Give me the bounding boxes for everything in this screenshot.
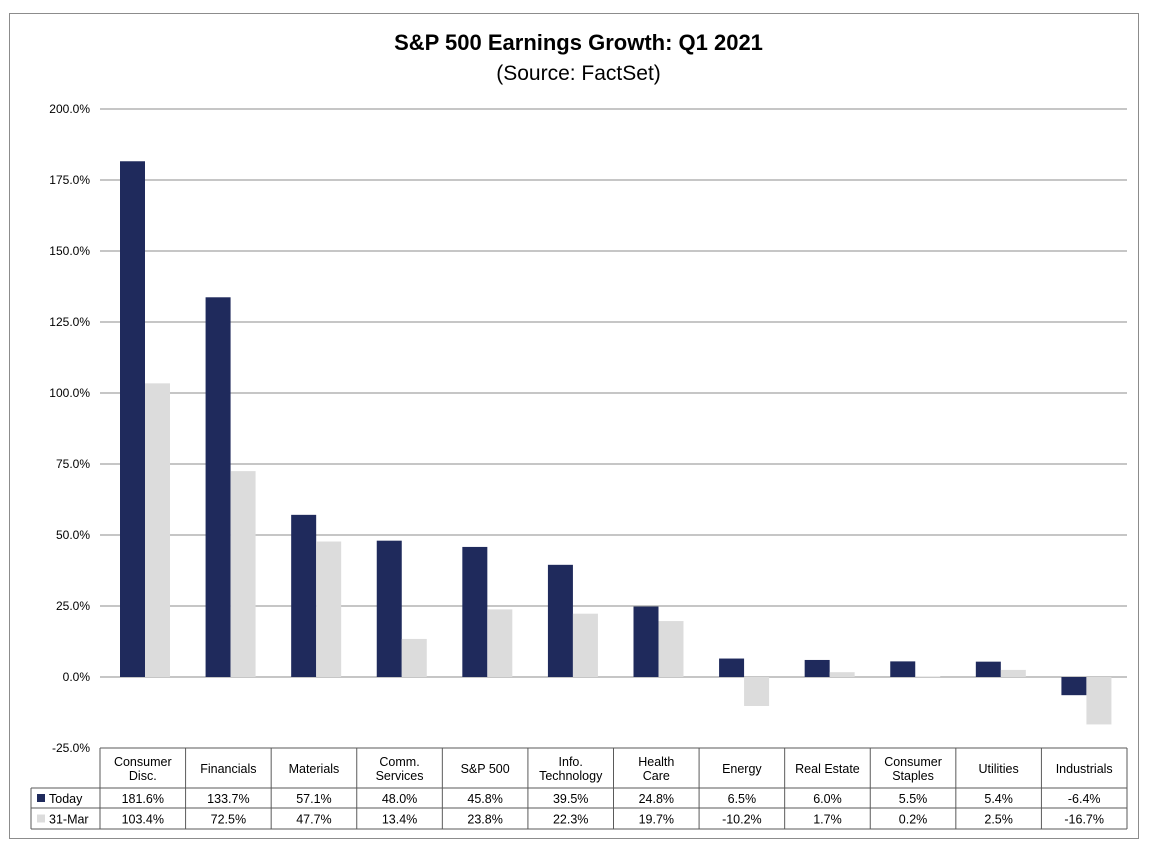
category-label: Materials [289,762,340,776]
bar-31-mar [915,676,941,678]
data-label: 47.7% [296,813,331,827]
bar-31-mar [658,621,684,677]
data-label: 23.8% [467,813,502,827]
y-tick-label: 175.0% [49,173,90,187]
data-label: 5.4% [984,792,1013,806]
data-label: 0.2% [899,813,928,827]
y-tick-label: 50.0% [56,528,90,542]
legend-label: 31-Mar [49,813,89,827]
chart-frame [9,13,1139,839]
data-label: 72.5% [211,813,246,827]
chart-subtitle: (Source: FactSet) [496,62,661,85]
data-label: 2.5% [984,813,1013,827]
bar-today [291,514,317,677]
data-label: -10.2% [722,813,762,827]
bar-today [890,661,916,677]
bar-today [719,658,745,677]
bar-today [1061,677,1087,696]
category-label: Services [376,769,424,783]
bar-31-mar [1000,669,1026,677]
data-label: -6.4% [1068,792,1101,806]
category-label: Info. [559,755,583,769]
bar-today [804,659,830,677]
bar-today [462,546,488,677]
y-tick-label: -25.0% [52,741,90,755]
bar-31-mar [401,638,427,677]
bar-31-mar [487,609,513,677]
data-label: 6.5% [728,792,757,806]
category-label: Care [643,769,670,783]
data-label: 22.3% [553,813,588,827]
data-label: 1.7% [813,813,842,827]
data-label: 19.7% [639,813,674,827]
y-axis-ticks: 200.0% 175.0% 150.0% 125.0% 100.0% 75.0% 50.0%… [49,102,90,755]
bar-31-mar [230,471,256,677]
y-tick-label: 150.0% [49,244,90,258]
data-label: 57.1% [296,792,331,806]
data-label: 6.0% [813,792,842,806]
data-label: 103.4% [122,813,164,827]
bar-31-mar [1086,677,1112,725]
data-label: 48.0% [382,792,417,806]
data-label: 13.4% [382,813,417,827]
data-label: -16.7% [1064,813,1104,827]
bar-31-mar [145,383,170,677]
bar-31-mar [316,541,342,677]
data-label: 24.8% [639,792,674,806]
bar-31-mar [829,672,855,677]
y-tick-label: 125.0% [49,315,90,329]
bar-today [547,564,573,677]
bar-today [205,297,231,677]
legend-key-31-mar [37,814,45,823]
bar-31-mar [744,677,770,706]
bar-today [975,661,1001,677]
y-tick-label: 0.0% [63,670,91,684]
category-label: Real Estate [795,762,860,776]
category-label: Comm. [379,755,419,769]
y-tick-label: 25.0% [56,599,90,613]
category-label: Financials [200,762,256,776]
data-label: 133.7% [207,792,249,806]
data-label: 181.6% [122,792,164,806]
bar-today [120,161,145,677]
bar-today [633,606,659,677]
category-label: Consumer [884,755,942,769]
category-label: Disc. [129,769,157,783]
bars [120,161,1112,725]
bar-today [376,540,402,677]
data-label: 39.5% [553,792,588,806]
legend-key-today [37,794,45,802]
category-label: Consumer [114,755,172,769]
bar-31-mar [572,613,598,677]
category-label: Energy [722,762,762,776]
y-tick-label: 200.0% [49,102,90,116]
y-tick-label: 75.0% [56,457,90,471]
category-label: Health [638,755,674,769]
category-label: Technology [539,769,603,783]
category-label: Staples [892,769,934,783]
category-label: Industrials [1056,762,1113,776]
category-label: Utilities [978,762,1018,776]
chart-title: S&P 500 Earnings Growth: Q1 2021 [394,30,763,55]
y-tick-label: 100.0% [49,386,90,400]
category-label: S&P 500 [461,762,510,776]
data-label: 45.8% [467,792,502,806]
data-label: 5.5% [899,792,928,806]
legend-label: Today [49,792,83,806]
